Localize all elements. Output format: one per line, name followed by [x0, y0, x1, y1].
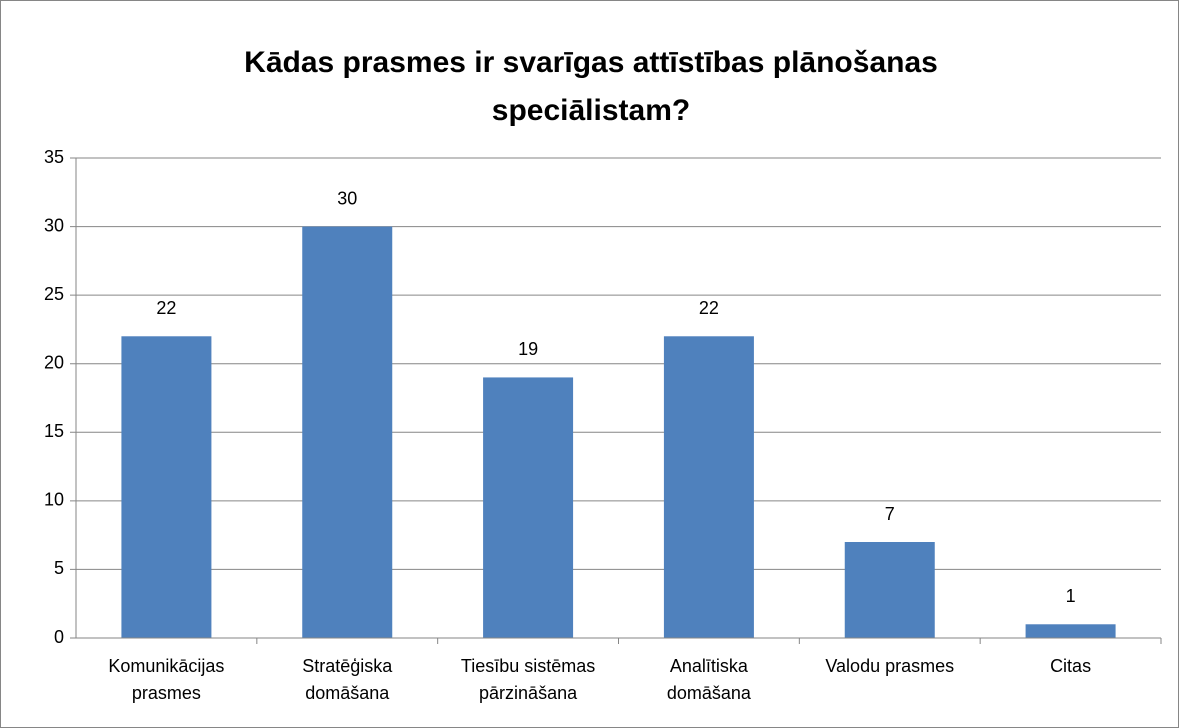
- y-tick-label: 0: [54, 627, 64, 647]
- x-tick-label: Analītiska domāšana: [666, 656, 751, 703]
- value-label: 1: [1066, 586, 1076, 606]
- y-tick-label: 30: [44, 215, 64, 235]
- bar: [844, 542, 935, 638]
- y-tick-label: 35: [44, 147, 64, 167]
- y-tick-label: 5: [54, 558, 64, 578]
- x-tick-label: Tiesību sistēmas pārzināšana: [460, 656, 596, 703]
- value-label: 22: [156, 298, 176, 318]
- x-tick-label: Stratēģiska domāšana: [302, 656, 393, 703]
- x-tick-label: Citas: [1050, 656, 1092, 676]
- y-tick-label: 25: [44, 284, 64, 304]
- y-tick-label: 15: [44, 421, 64, 441]
- value-label: 22: [699, 298, 719, 318]
- bar: [663, 336, 754, 638]
- value-label: 30: [337, 188, 357, 208]
- y-tick-label: 10: [44, 490, 64, 510]
- bar: [302, 226, 393, 639]
- value-label: 19: [518, 339, 538, 359]
- x-tick-label: Valodu prasmes: [825, 656, 955, 676]
- bar: [483, 377, 574, 638]
- bar: [1025, 624, 1116, 638]
- x-tick-label: Komunikācijas prasmes: [108, 656, 225, 703]
- value-label: 7: [885, 504, 895, 524]
- chart-title: Kādas prasmes ir svarīgas attīstības plā…: [244, 46, 938, 127]
- bar: [121, 336, 212, 638]
- y-tick-label: 20: [44, 352, 64, 372]
